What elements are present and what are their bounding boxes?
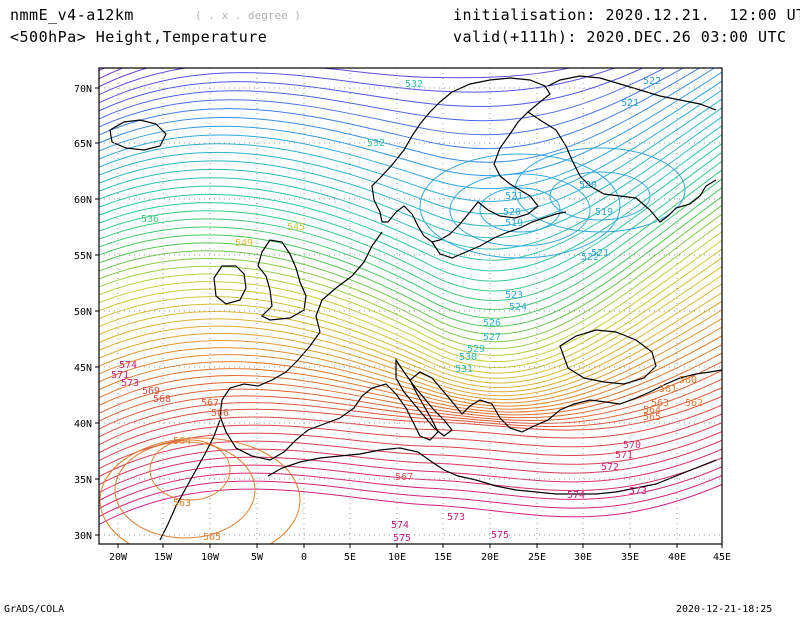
contour-label: 523 xyxy=(505,290,523,301)
model-name: nmmE_v4-a12km xyxy=(10,6,134,24)
contour-label: 561 xyxy=(659,384,677,395)
coastlines xyxy=(109,75,722,541)
contour-label: 532 xyxy=(367,138,385,149)
lon-label: 10W xyxy=(201,552,220,563)
contour-label: 571 xyxy=(615,450,633,461)
lat-label: 30N xyxy=(74,531,92,542)
lat-label: 35N xyxy=(74,475,92,486)
contour-label: 532 xyxy=(405,79,423,90)
lon-label: 15E xyxy=(434,552,452,563)
contour-label: 574 xyxy=(391,520,409,531)
lon-label: 10E xyxy=(388,552,406,563)
contour-label: 524 xyxy=(509,302,527,313)
lon-label: 0 xyxy=(301,552,307,563)
contour-label: 573 xyxy=(447,512,465,523)
lat-label: 45N xyxy=(74,363,92,374)
contour-label: 536 xyxy=(141,214,159,225)
contour-label: 570 xyxy=(623,440,641,451)
contour-label: 569 xyxy=(142,386,160,397)
contour-label: 573 xyxy=(121,378,139,389)
contour-label: 530 xyxy=(459,352,477,363)
contour-label: 565 xyxy=(643,412,661,423)
map-frame xyxy=(98,67,723,545)
init-time: initialisation: 2020.12.21. 12:00 UTC xyxy=(453,6,800,24)
contour-label: 564 xyxy=(173,436,191,447)
contour-labels: 532 5225215325205195215205195215225235245… xyxy=(111,76,703,544)
height-contours xyxy=(99,68,722,544)
lat-label: 55N xyxy=(74,251,92,262)
lat-label: 65N xyxy=(74,139,92,150)
footer-timestamp: 2020-12-21-18:25 xyxy=(676,604,773,615)
field-title: <500hPa> Height,Temperature xyxy=(10,28,268,46)
contour-label: 527 xyxy=(483,332,501,343)
contour-label: 560 xyxy=(679,375,697,386)
contour-label: 521 xyxy=(591,248,609,259)
contour-label: 564 xyxy=(643,405,661,416)
lon-label: 20E xyxy=(481,552,499,563)
contour-label: 545 xyxy=(287,222,305,233)
lon-label: 5E xyxy=(344,552,356,563)
contour-label: 521 xyxy=(621,98,639,109)
contour-label: 567 xyxy=(395,472,413,483)
contour-label: 574 xyxy=(567,490,585,501)
contour-label: 529 xyxy=(467,344,485,355)
contour-label: 565 xyxy=(203,532,221,543)
contour-label: 522 xyxy=(643,76,661,87)
contour-label: 522 xyxy=(581,252,599,263)
contour-label: 566 xyxy=(211,408,229,419)
contour-label: 519 xyxy=(595,207,613,218)
contour-label: 520 xyxy=(579,180,597,191)
axis-ticks: 70N 65N 60N 55N 50N 45N 40N 35N 30N 20W 15W 10W 5W 0 5… xyxy=(74,84,731,563)
contour-label: 520 xyxy=(503,207,521,218)
contour-label: 526 xyxy=(483,318,501,329)
contour-label: 574 xyxy=(119,360,137,371)
contour-label: 573 xyxy=(629,486,647,497)
contour-label: 563 xyxy=(173,498,191,509)
lon-label: 40E xyxy=(668,552,686,563)
contour-label: 575 xyxy=(491,530,509,541)
contour-label: 568 xyxy=(153,394,171,405)
contour-label: 572 xyxy=(601,462,619,473)
contour-label: 571 xyxy=(111,370,129,381)
lat-label: 60N xyxy=(74,195,92,206)
contour-label: 519 xyxy=(505,218,523,229)
lon-label: 35E xyxy=(621,552,639,563)
lon-label: 15W xyxy=(154,552,173,563)
valid-time: valid(+111h): 2020.DEC.26 03:00 UTC xyxy=(453,28,787,46)
lon-label: 5W xyxy=(251,552,264,563)
contour-label: 567 xyxy=(201,398,219,409)
contour-label: 549 xyxy=(235,238,253,249)
lat-label: 40N xyxy=(74,419,92,430)
contour-label: 575 xyxy=(393,533,411,544)
lon-label: 20W xyxy=(109,552,128,563)
contour-label: 562 xyxy=(685,398,703,409)
contour-label: 563 xyxy=(651,398,669,409)
lat-label: 70N xyxy=(74,84,92,95)
lon-label: 25E xyxy=(528,552,546,563)
lon-label: 45E xyxy=(713,552,731,563)
footer-software: GrADS/COLA xyxy=(4,604,65,615)
contour-label: 531 xyxy=(455,364,473,375)
contour-label: 521 xyxy=(505,191,523,202)
lon-label: 30E xyxy=(574,552,592,563)
lat-label: 50N xyxy=(74,307,92,318)
units-label: ( . x . degree ) xyxy=(195,9,301,22)
